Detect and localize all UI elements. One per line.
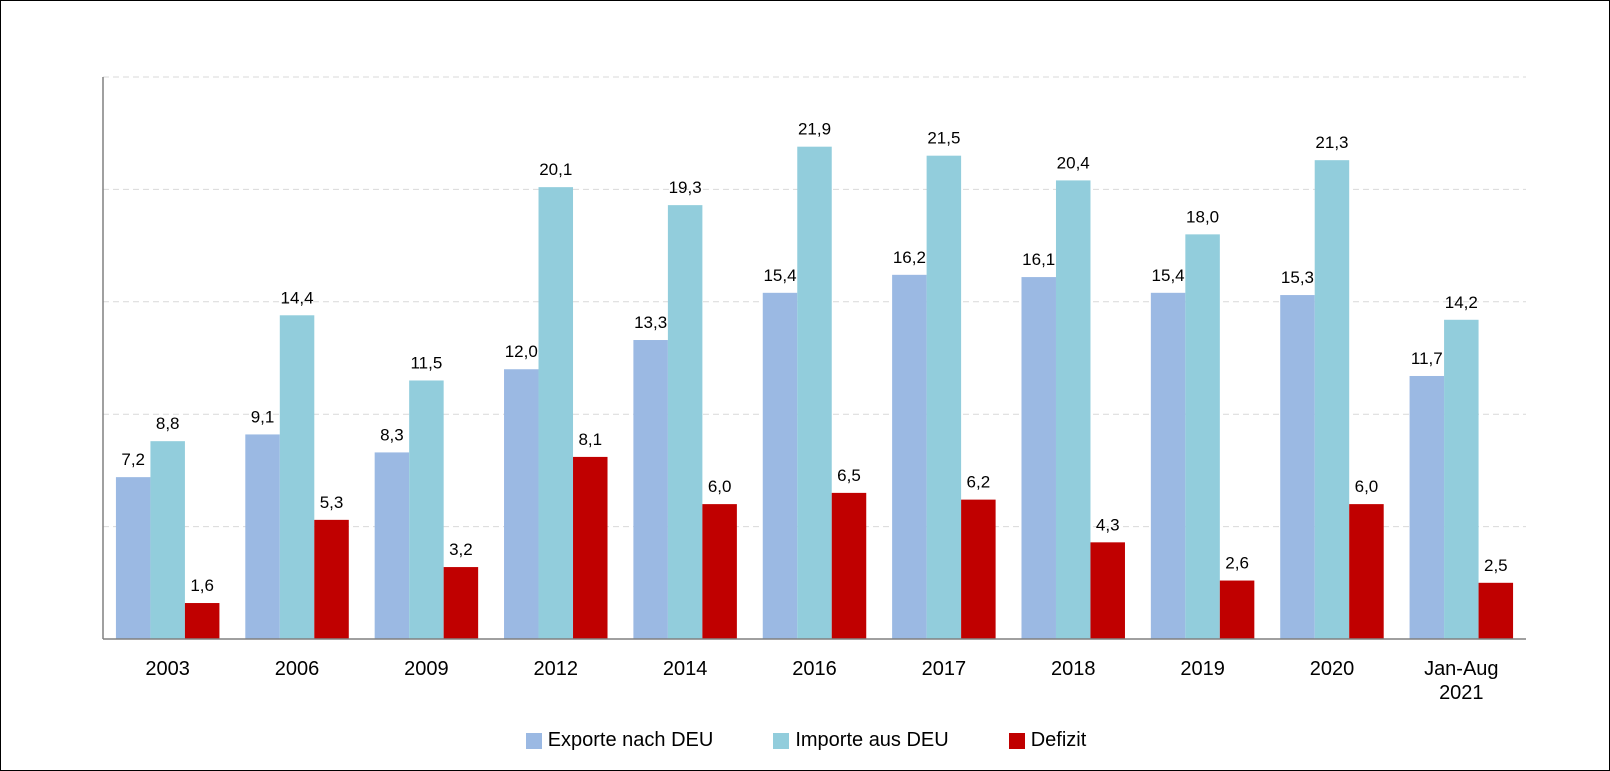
- bar: [762, 292, 798, 639]
- data-label: 15,4: [763, 266, 796, 285]
- data-label: 6,0: [1355, 477, 1379, 496]
- legend-swatch: [525, 732, 542, 749]
- bar: [831, 492, 867, 639]
- bar: [1219, 580, 1255, 639]
- bar: [1314, 160, 1350, 639]
- data-label: 14,4: [280, 288, 313, 307]
- data-label: 19,3: [669, 178, 702, 197]
- x-tick-label: Jan-Aug 2021: [1424, 658, 1499, 704]
- data-label: 21,5: [927, 129, 960, 148]
- bar: [1280, 295, 1315, 639]
- bar: [409, 380, 444, 639]
- data-label: 2,5: [1484, 556, 1508, 575]
- data-label: 3,2: [449, 540, 473, 559]
- data-label: 11,7: [1411, 349, 1443, 368]
- bar: [573, 456, 608, 639]
- data-label: 8,1: [578, 430, 602, 449]
- bar: [245, 434, 280, 639]
- data-label: 8,8: [156, 414, 180, 433]
- bar: [667, 205, 703, 640]
- data-label: 2,6: [1225, 554, 1249, 573]
- legend-swatch: [773, 732, 790, 749]
- x-tick-label: 2016: [792, 658, 837, 680]
- data-label: 15,4: [1152, 266, 1185, 285]
- bar: [1478, 582, 1514, 639]
- data-label: 11,5: [410, 353, 442, 372]
- legend-item: Defizit: [1008, 729, 1087, 752]
- data-label: 1,6: [190, 576, 214, 595]
- legend: Exporte nach DEU Importe aus DEU Defizit: [1, 729, 1609, 752]
- data-label: 13,3: [634, 313, 667, 332]
- data-label: 20,1: [539, 160, 572, 179]
- legend-item: Importe aus DEU: [773, 729, 949, 752]
- bar: [1021, 277, 1056, 639]
- x-tick-label: 2014: [662, 658, 708, 680]
- data-label: 6,5: [837, 466, 861, 485]
- x-tick-label: 2020: [1309, 658, 1355, 680]
- bar: [279, 315, 315, 639]
- bar: [1055, 180, 1091, 639]
- bar: [184, 603, 220, 639]
- data-label: 6,0: [708, 477, 732, 496]
- data-label: 8,3: [380, 425, 404, 444]
- bar: [702, 504, 737, 639]
- data-label: 9,1: [251, 407, 275, 426]
- data-label: 14,2: [1445, 293, 1478, 312]
- legend-swatch: [1008, 732, 1025, 749]
- bar: [633, 340, 668, 639]
- bar: [115, 477, 151, 639]
- data-label: 20,4: [1057, 153, 1090, 172]
- bar: [892, 274, 927, 639]
- bar: [1409, 375, 1445, 639]
- bar: [1150, 292, 1186, 639]
- data-label: 21,3: [1315, 133, 1348, 152]
- bar: [797, 146, 832, 640]
- x-tick-label: 2017: [921, 658, 967, 680]
- bar: [504, 369, 539, 639]
- bar: [1185, 234, 1220, 640]
- bar: [538, 187, 574, 640]
- data-label: 12,0: [505, 342, 538, 361]
- bar: [926, 155, 962, 639]
- data-label: 21,9: [798, 120, 831, 139]
- x-tick-label: 2012: [533, 658, 579, 680]
- x-tick-label: 2003: [145, 658, 190, 680]
- bar: [374, 452, 410, 639]
- legend-label: Defizit: [1030, 729, 1087, 751]
- x-tick-label: 2019: [1180, 658, 1225, 680]
- bar: [1349, 504, 1384, 639]
- bar: [1444, 319, 1479, 639]
- bar: [961, 499, 996, 639]
- bar: [1090, 542, 1125, 639]
- data-label: 18,0: [1186, 207, 1219, 226]
- data-label: 16,2: [893, 248, 926, 267]
- legend-item: Exporte nach DEU: [525, 729, 714, 752]
- bar: [314, 519, 349, 639]
- data-label: 6,2: [967, 473, 991, 492]
- x-tick-label: 2006: [274, 658, 320, 680]
- data-label: 7,2: [121, 450, 145, 469]
- x-tick-label: 2009: [404, 658, 449, 680]
- legend-label: Exporte nach DEU: [547, 729, 714, 751]
- legend-label: Importe aus DEU: [795, 729, 949, 751]
- data-label: 5,3: [320, 493, 344, 512]
- data-label: 16,1: [1022, 250, 1055, 269]
- x-tick-label: 2018: [1050, 658, 1096, 680]
- bar: [443, 567, 479, 639]
- data-label: 15,3: [1281, 268, 1314, 287]
- bar: [150, 441, 185, 639]
- data-label: 4,3: [1096, 515, 1120, 534]
